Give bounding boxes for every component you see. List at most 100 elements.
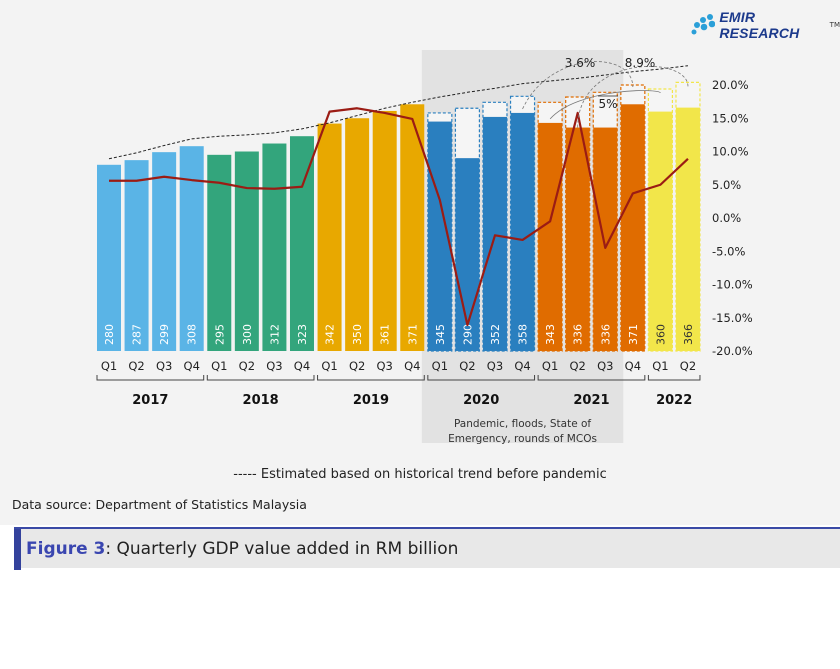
bar-value-label: 358	[517, 324, 530, 345]
gdp-bar	[179, 146, 204, 351]
quarter-label: Q3	[156, 359, 172, 373]
quarter-label: Q4	[184, 359, 200, 373]
bar-value-label: 336	[572, 324, 585, 345]
bar-value-label: 360	[654, 324, 667, 345]
gdp-bar	[675, 107, 700, 351]
figure-caption: Figure 3: Quarterly GDP value added in R…	[14, 527, 840, 570]
right-axis-tick-label: 5.0%	[712, 178, 741, 192]
gdp-bar	[234, 151, 259, 351]
quarter-label: Q3	[487, 359, 503, 373]
right-axis-tick-label: -20.0%	[712, 344, 753, 358]
quarter-label: Q2	[680, 359, 696, 373]
gdp-bar	[455, 158, 480, 351]
gdp-bar	[289, 136, 314, 351]
caption-label: Figure 3	[26, 539, 106, 559]
year-label: 2017	[132, 393, 168, 408]
year-bracket	[537, 375, 646, 381]
caption-text: : Quarterly GDP value added in RM billio…	[105, 539, 459, 559]
gdp-bar	[207, 154, 232, 351]
quarter-label: Q1	[652, 359, 668, 373]
bar-value-label: 366	[682, 324, 695, 345]
year-label: 2022	[656, 393, 692, 408]
gdp-bar	[565, 127, 590, 351]
quarter-label: Q1	[432, 359, 448, 373]
gdp-bar	[510, 112, 535, 352]
quarter-label: Q3	[266, 359, 282, 373]
right-axis-tick-label: -15.0%	[712, 311, 753, 325]
year-label: 2020	[463, 393, 499, 408]
gdp-bar	[482, 116, 507, 351]
right-axis-tick-label: 15.0%	[712, 111, 749, 125]
annotation-arc	[522, 61, 634, 110]
bar-value-label: 323	[296, 324, 309, 345]
year-bracket	[317, 375, 425, 381]
bar-value-label: 343	[544, 324, 557, 345]
annotation-label: 8.9%	[625, 56, 656, 70]
gdp-bar	[124, 160, 149, 351]
quarter-label: Q2	[239, 359, 255, 373]
bar-value-label: 280	[103, 324, 116, 345]
bar-value-label: 312	[268, 324, 281, 345]
quarter-label: Q4	[514, 359, 530, 373]
bar-value-label: 308	[186, 324, 199, 345]
year-bracket	[96, 375, 205, 381]
gdp-chart: 280 287 299 308 295 300 312 323 342 350 361 371 345 2…	[96, 50, 753, 445]
gdp-bar	[648, 111, 673, 351]
quarter-label: Q1	[101, 359, 117, 373]
bar-value-label: 300	[241, 324, 254, 345]
legend: ----- Estimated based on historical tren…	[233, 467, 607, 482]
pandemic-note: Pandemic, floods, State of	[454, 418, 591, 430]
right-axis-tick-label: 20.0%	[712, 78, 749, 92]
logo-dots-icon	[691, 14, 716, 35]
year-bracket	[427, 375, 536, 381]
logo-trademark: TM	[829, 21, 840, 29]
bar-value-label: 287	[131, 324, 144, 345]
pandemic-note: Emergency, rounds of MCOs	[448, 433, 597, 445]
annotation-arc	[577, 66, 689, 128]
quarter-label: Q4	[404, 359, 420, 373]
gdp-bar	[345, 118, 370, 351]
right-axis-tick-label: -10.0%	[712, 278, 753, 292]
year-label: 2019	[353, 393, 389, 408]
bar-value-label: 361	[379, 324, 392, 345]
quarter-label: Q1	[211, 359, 227, 373]
year-bracket	[647, 375, 701, 381]
gdp-bar	[620, 104, 645, 351]
quarter-label: Q1	[321, 359, 337, 373]
year-bracket	[206, 375, 315, 381]
right-axis-tick-label: -5.0%	[712, 244, 745, 258]
gdp-bar	[262, 143, 287, 351]
quarter-label: Q4	[294, 359, 310, 373]
gdp-bar	[317, 123, 342, 351]
bar-value-label: 295	[213, 324, 226, 345]
bar-value-label: 352	[489, 324, 502, 345]
bar-value-label: 299	[158, 324, 171, 345]
bar-value-label: 342	[324, 324, 337, 345]
quarter-label: Q3	[597, 359, 613, 373]
logo-text: EMIR RESEARCH	[719, 9, 800, 41]
annotation-label: 5%	[598, 97, 617, 111]
quarter-label: Q2	[459, 359, 475, 373]
gdp-bar	[97, 164, 121, 351]
bar-value-label: 371	[627, 324, 640, 345]
gdp-bar	[538, 122, 563, 351]
historical-trend-line	[108, 65, 689, 160]
quarter-label: Q2	[570, 359, 586, 373]
bar-value-label: 350	[351, 324, 364, 345]
gdp-bar	[372, 110, 397, 351]
gdp-bar	[593, 127, 618, 351]
annotation-label: 3.6%	[565, 56, 596, 70]
growth-rate-line	[109, 107, 689, 327]
year-label: 2021	[573, 393, 609, 408]
quarter-label: Q3	[377, 359, 393, 373]
quarter-label: Q2	[128, 359, 144, 373]
right-axis-tick-label: 10.0%	[712, 145, 749, 159]
right-axis-tick-label: 0.0%	[712, 211, 741, 225]
bar-value-label: 290	[461, 324, 474, 345]
bar-value-label: 371	[406, 324, 419, 345]
bar-value-label: 345	[434, 324, 447, 345]
year-label: 2018	[243, 393, 279, 408]
annotation-arc	[549, 90, 661, 120]
quarter-label: Q4	[625, 359, 641, 373]
quarter-label: Q1	[542, 359, 558, 373]
